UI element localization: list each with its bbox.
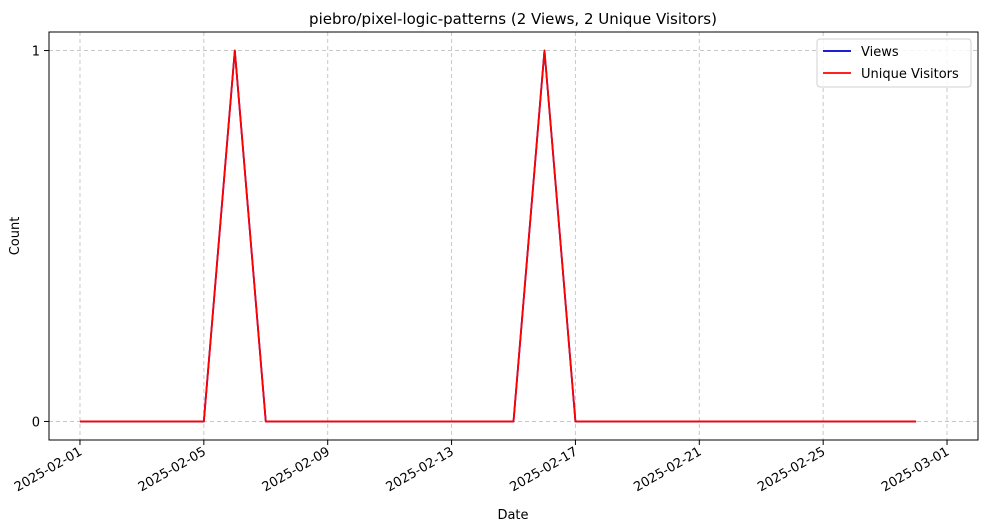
- y-axis-label: Count: [8, 217, 23, 256]
- series-layer: [79, 49, 917, 423]
- series-line-unique-visitors: [79, 49, 917, 423]
- series-line-views: [79, 49, 917, 423]
- x-tick-label: 2025-02-01: [12, 444, 85, 495]
- x-axis-label: Date: [497, 508, 528, 523]
- x-axis: 2025-02-01 2025-02-05 2025-02-09 2025-02-13…: [12, 440, 952, 495]
- y-tick-label: 0: [32, 415, 40, 430]
- legend-box: [816, 38, 972, 88]
- legend-label-views: Views: [861, 45, 899, 60]
- x-tick-label: 2025-02-09: [260, 444, 333, 495]
- y-axis: 01: [32, 45, 49, 430]
- y-tick-label: 1: [32, 45, 40, 60]
- x-tick-label: 2025-02-25: [755, 444, 828, 495]
- legend-label-unique-visitors: Unique Visitors: [861, 67, 959, 82]
- chart-title: piebro/pixel-logic-patterns (2 Views, 2 …: [309, 10, 717, 28]
- plot-area: [48, 31, 979, 441]
- x-tick-label: 2025-02-17: [507, 444, 580, 495]
- x-tick-label: 2025-03-01: [879, 444, 952, 495]
- x-tick-label: 2025-02-13: [384, 444, 457, 495]
- grid: [49, 32, 978, 440]
- legend: Views Unique Visitors: [816, 38, 972, 88]
- x-tick-label: 2025-02-05: [136, 444, 209, 495]
- x-tick-label: 2025-02-21: [631, 444, 704, 495]
